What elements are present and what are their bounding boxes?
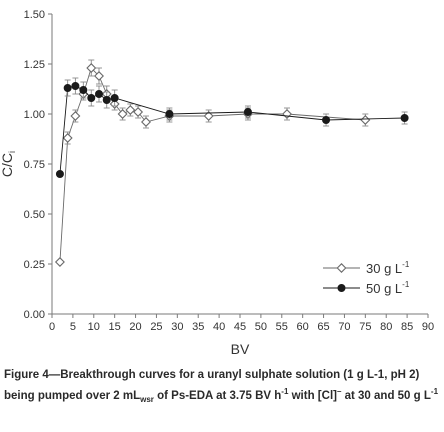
data-point <box>322 116 331 125</box>
data-point <box>54 257 65 267</box>
x-tick-label: 75 <box>359 321 371 333</box>
x-tick-label: 40 <box>213 321 225 333</box>
data-point <box>87 94 96 103</box>
legend-item-50: 50 g L-1 <box>323 280 410 296</box>
data-point <box>133 107 144 117</box>
data-point <box>62 133 73 143</box>
legend: 30 g L-150 g L-1 <box>323 260 410 296</box>
data-point <box>94 71 104 81</box>
figure-caption: Figure 4—Breakthrough curves for a urany… <box>4 368 440 407</box>
legend-label-superscript: -1 <box>402 260 410 269</box>
series-30-g-per-l <box>54 59 371 267</box>
legend-label: 30 g L-1 <box>366 260 410 276</box>
data-point <box>95 90 104 99</box>
y-tick-label: 1.25 <box>24 59 45 71</box>
data-point <box>117 109 128 119</box>
y-axis-title-subscript: i <box>7 151 17 153</box>
data-point <box>79 86 88 95</box>
x-tick-label: 45 <box>234 321 246 333</box>
caption-text-2: of Ps-EDA at 3.75 BV h <box>153 389 282 402</box>
caption-superscript-1: -1 <box>281 386 289 396</box>
x-tick-label: 20 <box>129 321 141 333</box>
x-tick-label: 15 <box>109 321 121 333</box>
x-tick-label: 55 <box>276 321 288 333</box>
x-tick-label: 25 <box>150 321 162 333</box>
legend-label-superscript: -1 <box>402 280 410 289</box>
y-tick-label: 0.50 <box>24 209 45 221</box>
data-point <box>141 117 151 127</box>
data-point <box>282 109 292 119</box>
data-point <box>63 84 72 93</box>
data-point <box>70 111 81 121</box>
series-50-g-per-l <box>55 77 409 178</box>
data-point <box>55 169 64 178</box>
data-point <box>102 96 111 105</box>
y-tick-label: 1.00 <box>24 109 45 121</box>
y-tick-label: 0.75 <box>24 159 45 171</box>
x-tick-label: 85 <box>401 321 413 333</box>
x-axis-title: BV <box>231 341 250 357</box>
x-tick-label: 90 <box>422 321 434 333</box>
x-tick-label: 30 <box>171 321 183 333</box>
data-point <box>86 63 97 73</box>
y-tick-label: 1.50 <box>24 9 45 21</box>
caption-superscript-2: – <box>336 386 342 396</box>
x-tick-label: 50 <box>255 321 267 333</box>
x-tick-label: 10 <box>88 321 100 333</box>
legend-marker <box>336 263 347 273</box>
data-point <box>360 115 371 125</box>
legend-label-main: 50 g L <box>366 281 402 296</box>
y-axis-title: C/Ci <box>0 151 17 177</box>
caption-subscript: wsr <box>140 394 154 404</box>
x-tick-label: 0 <box>49 321 55 333</box>
y-axis-title-main: C/C <box>0 153 15 177</box>
legend-marker <box>337 283 346 292</box>
data-point <box>243 108 252 117</box>
data-point <box>71 82 80 91</box>
x-tick-label: 35 <box>192 321 204 333</box>
data-point <box>110 94 119 103</box>
caption-text-3: with [Cl] <box>288 389 337 402</box>
y-tick-label: 0.25 <box>24 259 45 271</box>
x-tick-label: 70 <box>338 321 350 333</box>
x-tick-label: 60 <box>297 321 309 333</box>
legend-item-30: 30 g L-1 <box>323 260 410 276</box>
x-tick-label: 5 <box>70 321 76 333</box>
caption-text-4: at 30 and 50 g L <box>341 389 431 402</box>
x-tick-label: 80 <box>380 321 392 333</box>
legend-label-main: 30 g L <box>366 261 402 276</box>
data-point <box>400 114 409 123</box>
caption-text-1: Figure 4—Breakthrough curves for a urany… <box>4 369 420 402</box>
y-tick-label: 0.00 <box>24 309 45 321</box>
caption-superscript-3: -1 <box>430 386 439 396</box>
data-point <box>125 105 136 115</box>
breakthrough-chart: 0 5 10 15 20 25 30 35 40 45 50 55 60 65 70 75 80 85 90 0.00… <box>0 9 434 357</box>
x-tick-label: 65 <box>317 321 329 333</box>
data-point <box>165 110 174 119</box>
legend-label: 50 g L-1 <box>366 280 410 296</box>
data-point <box>203 111 214 121</box>
